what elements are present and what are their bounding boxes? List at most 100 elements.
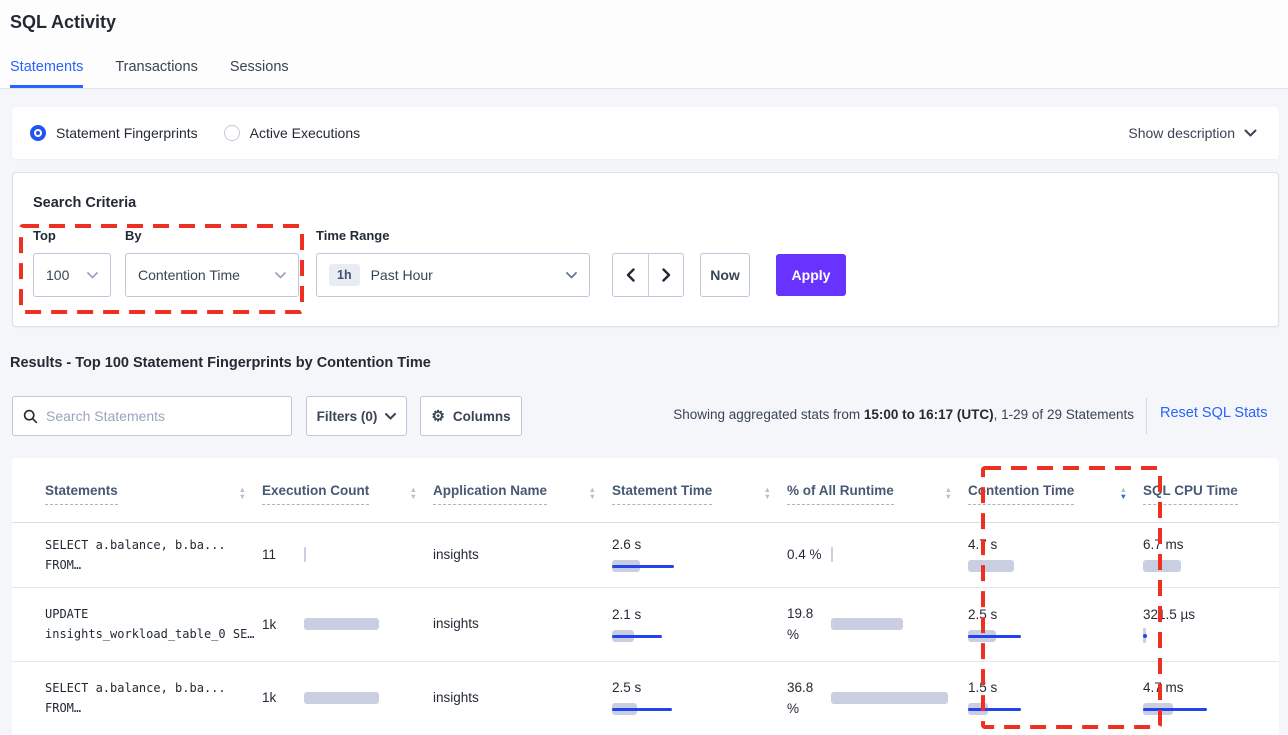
time-range-select[interactable]: 1h Past Hour — [316, 253, 590, 297]
cpu-time-bar — [1143, 558, 1263, 574]
tab-transactions[interactable]: Transactions — [115, 59, 197, 88]
filters-button[interactable]: Filters (0) — [306, 396, 407, 436]
execution-count-bar — [304, 546, 424, 563]
cpu-time-value: 6.7 ms — [1143, 537, 1184, 552]
application-name-value: insights — [433, 689, 479, 705]
runtime-pct-bar — [831, 690, 951, 706]
statement-text-line2: insights_workload_table_0 SE… — [45, 627, 255, 641]
top-select[interactable]: 100 — [33, 253, 111, 297]
statement-text-line1: UPDATE — [45, 607, 89, 621]
stats-count: , 1-29 of 29 Statements — [993, 407, 1134, 422]
table-row[interactable]: UPDATE insights_workload_table_0 SE… 1k i… — [12, 587, 1279, 662]
contention-time-bar — [968, 628, 1088, 644]
sort-icon[interactable]: ▲ ▼ — [238, 485, 246, 501]
sort-icon[interactable]: ▲ ▼ — [944, 485, 952, 501]
tab-bar: Statements Transactions Sessions — [10, 59, 289, 88]
tab-label: Statements — [10, 59, 84, 75]
sort-icon[interactable]: ▲ ▼ — [763, 485, 771, 501]
columns-button[interactable]: ⚙ Columns — [420, 396, 522, 436]
execution-count-value: 11 — [262, 547, 277, 562]
statement-time-value: 2.1 s — [612, 606, 642, 622]
sort-icon[interactable]: ▲ ▼ — [588, 485, 596, 501]
chevron-down-icon — [275, 271, 286, 278]
statement-time-bar — [612, 558, 732, 574]
search-statements-input[interactable] — [46, 408, 281, 424]
tab-sessions[interactable]: Sessions — [230, 59, 289, 88]
sort-icon[interactable]: ▲ ▼ — [409, 485, 417, 501]
statement-fingerprint-link[interactable]: SELECT a.balance, b.ba... FROM… — [45, 678, 262, 718]
column-header-execution-count[interactable]: Execution Count — [262, 483, 370, 505]
column-header-statement-time[interactable]: Statement Time — [612, 483, 713, 505]
table-row[interactable]: SELECT a.balance, b.ba... FROM… 11 insigh… — [12, 522, 1279, 588]
by-select-value: Contention Time — [138, 267, 240, 283]
by-select[interactable]: Contention Time — [125, 253, 299, 297]
now-button[interactable]: Now — [700, 253, 750, 297]
search-icon — [23, 409, 38, 423]
execution-count-bar — [304, 616, 424, 632]
table-header-row: Statements ▲ ▼ Execution Count ▲ ▼ Applicati… — [12, 458, 1279, 523]
cpu-time-value: 321.5 µs — [1143, 606, 1196, 622]
runtime-pct-value: 0.4 % — [787, 547, 822, 562]
runtime-pct-value: 19.8 % — [787, 606, 814, 642]
contention-time-value: 2.5 s — [968, 606, 998, 622]
radio-icon[interactable] — [223, 125, 240, 141]
radio-icon[interactable] — [30, 125, 46, 141]
gear-icon: ⚙ — [431, 407, 445, 425]
runtime-pct-bar — [831, 546, 951, 563]
radio-statement-fingerprints[interactable]: Statement Fingerprints — [30, 125, 198, 141]
column-header-application-name[interactable]: Application Name — [433, 483, 548, 505]
statement-text-line2: FROM… — [45, 700, 82, 715]
execution-count-value: 1k — [262, 690, 277, 706]
search-criteria-panel: Search Criteria Top By Time Range 100 Co… — [12, 172, 1279, 327]
statement-fingerprint-link[interactable]: UPDATE insights_workload_table_0 SE… — [45, 604, 262, 644]
chevron-right-icon — [661, 268, 670, 282]
chevron-left-icon — [626, 268, 635, 282]
sort-icon[interactable]: ▲ ▼ — [1119, 485, 1127, 501]
apply-button[interactable]: Apply — [776, 254, 846, 296]
radio-active-executions[interactable]: Active Executions — [223, 125, 361, 141]
time-range-label: Time Range — [316, 228, 390, 243]
time-range-stepper — [612, 253, 684, 297]
stats-range: 15:00 to 16:17 (UTC) — [863, 407, 994, 422]
statements-table: Statements ▲ ▼ Execution Count ▲ ▼ Applicati… — [12, 458, 1279, 735]
chevron-down-icon — [566, 271, 577, 278]
contention-time-bar — [968, 701, 1088, 717]
chevron-down-icon — [385, 412, 397, 419]
column-header-runtime-pct[interactable]: % of All Runtime — [787, 483, 894, 505]
tab-statements[interactable]: Statements — [10, 59, 84, 88]
reset-sql-stats-link[interactable]: Reset SQL Stats — [1160, 405, 1268, 421]
time-range-badge: 1h — [329, 264, 360, 286]
search-criteria-title: Search Criteria — [33, 195, 137, 211]
contention-time-value: 1.5 s — [968, 680, 998, 696]
cpu-time-bar — [1143, 627, 1263, 644]
application-name-value: insights — [433, 546, 479, 562]
contention-time-value: 4.7 s — [968, 537, 998, 552]
view-mode-panel: Statement Fingerprints Active Executions… — [12, 107, 1279, 159]
radio-label: Active Executions — [249, 125, 361, 141]
column-header-contention-time[interactable]: Contention Time — [968, 483, 1075, 505]
statement-text-line2: FROM… — [45, 557, 82, 572]
execution-count-value: 1k — [262, 616, 277, 632]
statement-text-line1: SELECT a.balance, b.ba... — [45, 537, 226, 552]
statement-time-value: 2.6 s — [612, 537, 642, 552]
statement-time-bar — [612, 701, 732, 717]
top-label: Top — [33, 228, 56, 243]
tab-label: Transactions — [115, 59, 198, 75]
prev-time-range-button[interactable] — [613, 254, 648, 296]
statement-time-bar — [612, 628, 732, 644]
filters-label: Filters (0) — [316, 408, 378, 424]
cpu-time-value: 4.7 ms — [1143, 680, 1184, 696]
page-title: SQL Activity — [10, 12, 117, 32]
tab-label: Sessions — [229, 59, 289, 75]
divider — [1146, 398, 1147, 434]
statement-fingerprint-link[interactable]: SELECT a.balance, b.ba... FROM… — [45, 535, 262, 575]
table-row[interactable]: SELECT a.balance, b.ba... FROM… 1k insigh… — [12, 661, 1279, 734]
column-header-statements[interactable]: Statements — [45, 483, 118, 505]
stats-prefix: Showing aggregated stats from — [673, 407, 864, 422]
by-label: By — [125, 228, 142, 243]
column-header-sql-cpu-time[interactable]: SQL CPU Time — [1143, 483, 1238, 505]
runtime-pct-bar — [831, 616, 951, 632]
next-time-range-button[interactable] — [648, 254, 683, 296]
show-description-toggle[interactable]: Show description — [1128, 125, 1257, 141]
show-description-label: Show description — [1128, 125, 1235, 141]
